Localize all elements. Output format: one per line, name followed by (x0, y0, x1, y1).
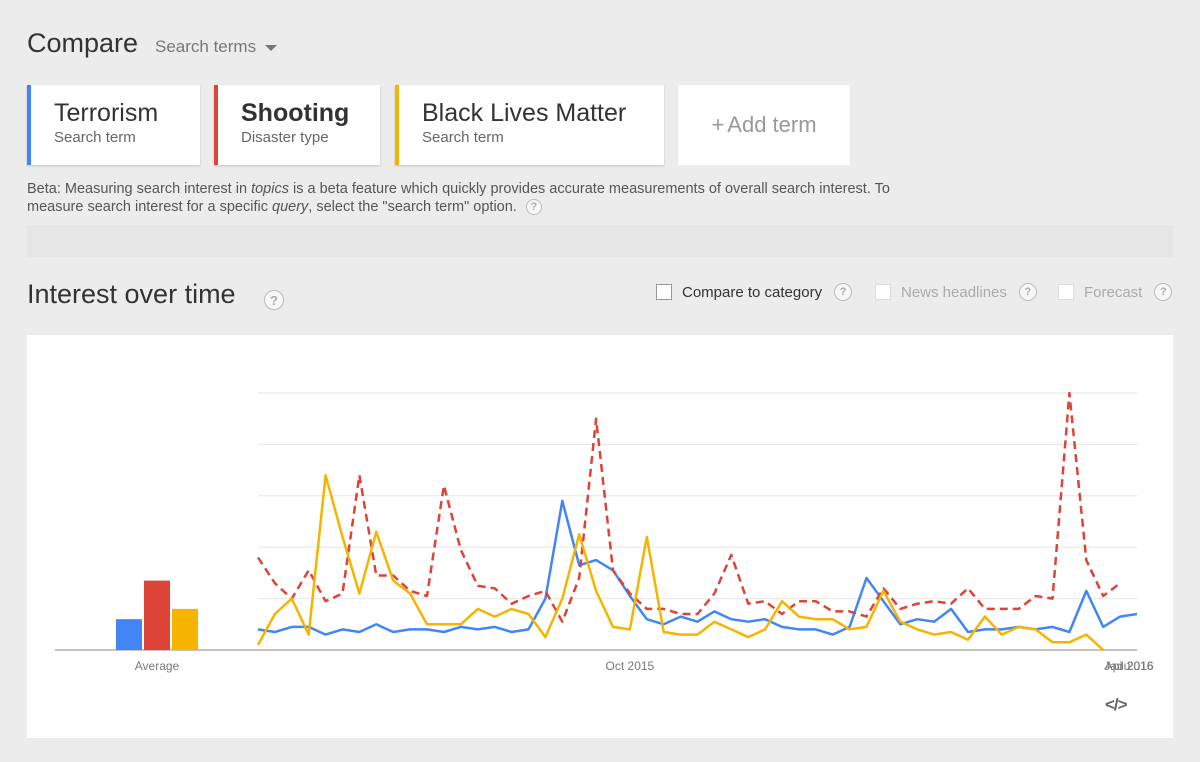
term-name: Terrorism (54, 99, 159, 127)
beta-note-text: , select the "search term" option. (308, 199, 517, 215)
term-color-bar (214, 85, 218, 165)
term-color-bar (27, 85, 31, 165)
section-title: Interest over time (27, 279, 236, 309)
compare-title: Compare (27, 28, 139, 58)
average-bar (116, 619, 142, 650)
forecast-option[interactable]: Forecast ? (1058, 283, 1173, 301)
help-icon[interactable]: ? (264, 290, 284, 310)
news-headlines-label: News headlines (901, 283, 1007, 301)
help-icon[interactable]: ? (1154, 283, 1173, 301)
term-card-black-lives-matter[interactable]: Black Lives Matter Search term (395, 85, 664, 165)
compare-to-category-label: Compare to category (682, 283, 823, 301)
term-type: Disaster type (241, 129, 329, 146)
x-tick-label: Ju... (1118, 659, 1141, 673)
beta-note: Beta: Measuring search interest in topic… (27, 180, 937, 216)
x-tick-label: Apr 2016 (1105, 659, 1154, 673)
news-headlines-checkbox[interactable] (875, 284, 891, 300)
add-term-button[interactable]: + Add term (678, 85, 850, 165)
embed-code-icon[interactable]: </> (1105, 695, 1128, 714)
forecast-label: Forecast (1084, 283, 1143, 301)
help-icon[interactable]: ? (525, 199, 542, 216)
section-divider (27, 225, 1173, 257)
term-color-bar (395, 85, 399, 165)
search-terms-dropdown-label: Search terms (155, 37, 257, 56)
beta-note-text: Beta: Measuring search interest in (27, 181, 252, 197)
add-term-label: Add term (727, 112, 817, 137)
forecast-checkbox[interactable] (1058, 284, 1074, 300)
term-card-shooting[interactable]: Shooting Disaster type (214, 85, 380, 165)
x-tick-label: Jan 2016 (1104, 659, 1154, 673)
help-icon[interactable]: ? (1018, 283, 1037, 301)
average-bar (172, 608, 198, 650)
series-line (257, 499, 1138, 636)
term-name: Shooting (241, 99, 350, 127)
compare-to-category-checkbox[interactable] (656, 284, 672, 300)
search-terms-dropdown[interactable]: Search terms (155, 37, 278, 57)
news-headlines-option[interactable]: News headlines ? (875, 283, 1037, 301)
term-card-terrorism[interactable]: Terrorism Search term (27, 85, 200, 165)
average-label: Average (135, 659, 180, 673)
plus-icon: + (711, 112, 725, 137)
average-bar (144, 580, 170, 650)
interest-over-time-chart: Average Oct 2015 Jan 2016 Apr 2016 Ju... </> (27, 335, 1173, 738)
caret-down-icon (265, 45, 278, 51)
term-type: Search term (54, 129, 136, 146)
series-line (256, 391, 1121, 623)
beta-note-emphasis: topics (251, 181, 289, 197)
term-type: Search term (422, 129, 504, 146)
beta-note-text: is a beta feature which quickly provides… (27, 181, 890, 215)
help-icon[interactable]: ? (834, 283, 853, 301)
series-line (256, 473, 1105, 651)
beta-note-emphasis: query (272, 199, 309, 215)
compare-to-category-option[interactable]: Compare to category ? (656, 283, 853, 301)
x-tick-label: Oct 2015 (606, 659, 655, 673)
term-name: Black Lives Matter (422, 99, 627, 127)
